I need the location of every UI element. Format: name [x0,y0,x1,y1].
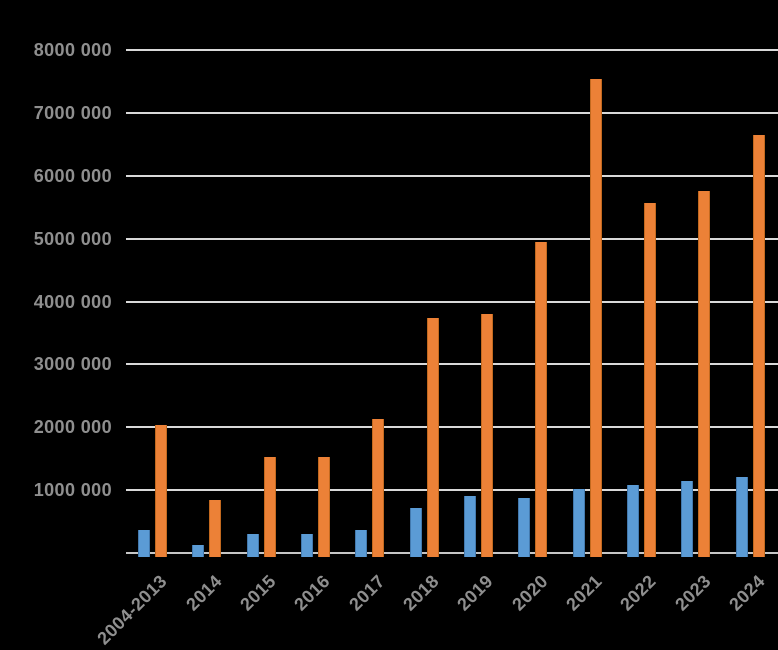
bar-2023-series-blue [681,481,693,557]
bar-2014-series-blue [192,545,204,557]
y-tick-label: 7000 000 [33,102,112,123]
bar-2024-series-blue [736,477,748,557]
y-tick-label: 6000 000 [33,165,112,186]
y-tick-label: 4000 000 [33,291,112,312]
x-tick-label-2004-2013: 2004-2013 [93,571,172,649]
bar-2017-series-blue [355,530,367,557]
gridline-8000000 [126,49,778,51]
bar-2021-series-blue [573,489,585,557]
x-tick-label-2020: 2020 [507,571,552,615]
y-tick-label: 8000 000 [33,40,112,60]
bar-2024-series-orange [753,135,765,557]
bar-2018-series-orange [427,318,439,557]
bar-2004-2013-series-blue [138,530,150,557]
x-tick-label-2017: 2017 [344,571,389,615]
bar-2019-series-orange [481,314,493,557]
gridline-7000000 [126,111,778,114]
x-tick-label-2024: 2024 [725,571,769,615]
bar-2017-series-orange [372,419,384,557]
bar-2023-series-orange [698,191,710,557]
x-tick-label-2015: 2015 [236,571,280,615]
bar-2020-series-orange [535,242,547,557]
x-axis-line [126,552,778,554]
bar-2022-series-orange [644,203,656,557]
x-tick-label-2019: 2019 [453,571,498,615]
gridline-5000000 [126,237,778,240]
bar-2020-series-blue [518,498,530,557]
x-tick-label-2022: 2022 [616,571,661,615]
bar-2014-series-orange [209,500,221,557]
y-tick-label: 1000 000 [33,480,112,501]
bar-2015-series-blue [247,534,259,557]
gridline-1000000 [126,489,778,492]
bar-2016-series-blue [301,534,313,557]
bar-2022-series-blue [627,485,639,557]
bar-2016-series-orange [318,457,330,557]
gridline-6000000 [126,174,778,177]
x-tick-label-2014: 2014 [181,571,226,615]
y-tick-label: 2000 000 [33,417,112,438]
gridline-2000000 [126,426,778,429]
y-tick-label: 3000 000 [33,354,112,375]
bar-2021-series-orange [590,79,602,557]
x-tick-label-2023: 2023 [670,571,715,615]
x-tick-label-2016: 2016 [290,571,335,615]
gridline-4000000 [126,300,778,303]
bar-2015-series-orange [264,457,276,557]
bar-2019-series-blue [464,496,476,557]
gridline-3000000 [126,363,778,366]
x-tick-label-2021: 2021 [562,571,606,615]
bar-2004-2013-series-orange [155,425,167,557]
x-tick-label-2018: 2018 [399,571,443,615]
bar-2018-series-blue [410,508,422,557]
y-tick-label: 5000 000 [33,228,112,249]
